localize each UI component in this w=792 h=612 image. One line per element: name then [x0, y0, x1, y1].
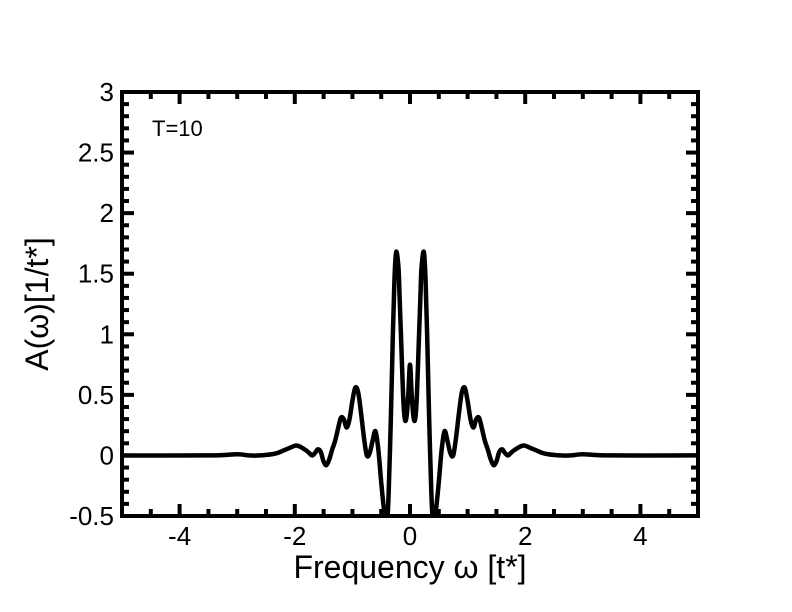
y-axis-label: A(ω)[1/t*] — [19, 237, 55, 370]
tick-labels: -4 -2 0 2 4 -0.5 0 0.5 1 1.5 2 2.5 3 — [69, 77, 647, 551]
y-tick-label: 2 — [100, 198, 114, 228]
curve-layer — [122, 249, 698, 516]
spectral-curve — [122, 249, 698, 516]
x-axis-label: Frequency ω [t*] — [293, 549, 526, 585]
x-tick-label: 4 — [633, 521, 647, 551]
y-tick-label: 3 — [100, 77, 114, 107]
x-tick-label: 2 — [518, 521, 532, 551]
y-tick-label: -0.5 — [69, 501, 114, 531]
plot-frame — [120, 90, 700, 518]
y-tick-label: 1.5 — [78, 259, 114, 289]
chart-annotation: T=10 — [152, 116, 203, 141]
x-tick-label: -2 — [283, 521, 306, 551]
x-tick-label: -4 — [168, 521, 191, 551]
axis-ticks — [120, 90, 700, 518]
y-tick-label: 1 — [100, 319, 114, 349]
y-tick-label: 0.5 — [78, 380, 114, 410]
y-tick-label: 2.5 — [78, 138, 114, 168]
y-tick-label: 0 — [100, 440, 114, 470]
x-tick-label: 0 — [403, 521, 417, 551]
